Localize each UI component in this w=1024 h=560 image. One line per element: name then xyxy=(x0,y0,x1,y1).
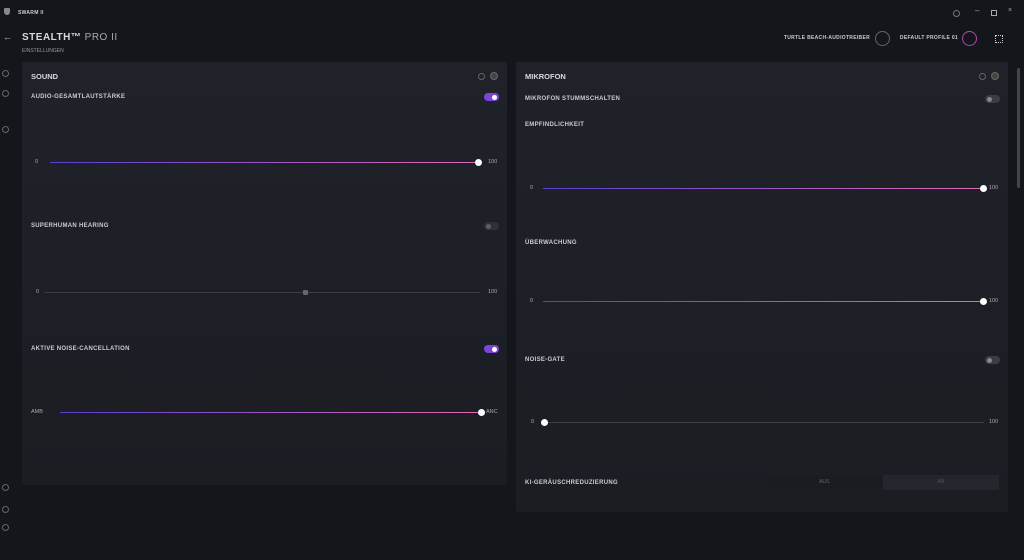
slider-min-label: 0 xyxy=(35,159,39,165)
mic-panel: MIKROFON MIKROFON STUMMSCHALTEN EMPFINDL… xyxy=(516,62,1008,512)
setting-label: EMPFINDLICHKEIT xyxy=(525,122,585,128)
reset[interactable] xyxy=(979,73,986,80)
slider-knob xyxy=(477,409,485,416)
option[interactable]: AN xyxy=(937,479,945,485)
notification[interactable] xyxy=(953,10,960,17)
option[interactable]: AUS xyxy=(766,475,883,490)
slider-max-label: 100 xyxy=(488,159,498,165)
nav-icon[interactable] xyxy=(2,484,9,491)
toggle[interactable] xyxy=(985,356,1000,364)
slider-max-label: 100 xyxy=(989,185,999,191)
setting-label: AUDIO-GESAMTLAUTSTÄRKE xyxy=(31,94,126,100)
slider-track[interactable]: 0 100 xyxy=(530,185,998,192)
reset[interactable] xyxy=(478,73,485,80)
subtitle: EINSTELLUNGEN xyxy=(22,48,64,54)
nav-icon[interactable] xyxy=(2,126,9,133)
setting-label: ÜBERWACHUNG xyxy=(525,240,577,246)
slider-track[interactable]: 0 100 xyxy=(36,289,497,295)
slider-track[interactable]: 0 100 xyxy=(530,298,998,305)
minimize[interactable]: – xyxy=(975,6,980,15)
logo xyxy=(4,8,10,15)
sound-panel: SOUND AUDIO-GESAMTLAUTSTÄRKE 0 100 SUPERH… xyxy=(22,62,507,485)
toggle[interactable] xyxy=(484,345,499,353)
slider-track[interactable]: 0 100 xyxy=(35,159,497,166)
toggle[interactable] xyxy=(484,93,499,101)
driver-icon[interactable] xyxy=(875,31,890,46)
toggle[interactable] xyxy=(484,222,499,230)
slider-fill xyxy=(60,412,481,413)
nav-icon[interactable] xyxy=(2,506,9,513)
slider-max-label: 100 xyxy=(989,298,999,304)
slider-min-label: AMB xyxy=(31,409,43,415)
nav-icon[interactable] xyxy=(2,524,9,531)
maximize[interactable] xyxy=(991,10,997,16)
grid-menu[interactable] xyxy=(995,35,1003,43)
slider-min-label: 0 xyxy=(530,185,534,191)
slider-fill xyxy=(50,162,478,163)
slider-max-label: ANC xyxy=(486,409,498,415)
slider-knob xyxy=(303,290,309,295)
device: STEALTH™ xyxy=(22,32,82,43)
scrollbar[interactable] xyxy=(1017,68,1020,188)
slider-knob xyxy=(474,159,482,166)
panel-title: SOUND xyxy=(31,72,59,81)
setting-label: SUPERHUMAN HEARING xyxy=(31,223,109,229)
slider-knob xyxy=(540,419,548,426)
sidebar xyxy=(0,66,10,536)
slider-max-label: 100 xyxy=(488,289,498,295)
help[interactable] xyxy=(490,72,498,80)
setting-label: MIKROFON STUMMSCHALTEN xyxy=(525,96,621,102)
nav-icon[interactable] xyxy=(2,70,9,77)
segmented-control: AUS AN xyxy=(766,475,999,490)
toggle[interactable] xyxy=(985,95,1000,103)
slider-track[interactable]: AMB ANC xyxy=(31,409,498,416)
driver: TURTLE BEACH-AUDIOTREIBER xyxy=(783,35,870,41)
slider-fill xyxy=(44,292,306,293)
help[interactable] xyxy=(991,72,999,80)
setting-label: KI-GERÄUSCHREDUZIERUNG xyxy=(525,480,618,486)
setting-label: AKTIVE NOISE-CANCELLATION xyxy=(31,346,130,352)
close[interactable]: × xyxy=(1008,7,1013,14)
slider-fill xyxy=(543,301,983,302)
profile: DEFAULT PROFILE 01 xyxy=(899,35,958,41)
app-name: SWARM II xyxy=(18,10,44,16)
panel-title: MIKROFON xyxy=(525,72,566,81)
slider-knob xyxy=(979,185,987,192)
back[interactable]: ← xyxy=(3,32,12,42)
slider-track[interactable]: 0 100 xyxy=(531,419,998,426)
device-name: STEALTH™ PRO II xyxy=(22,32,118,43)
slider-max-label: 100 xyxy=(989,419,999,425)
slider-min-label: 0 xyxy=(36,289,40,295)
nav-icon[interactable] xyxy=(2,90,9,97)
slider-min-label: 0 xyxy=(530,298,534,304)
slider-min-label: 0 xyxy=(531,419,535,425)
model: PRO II xyxy=(84,32,118,43)
profile-icon[interactable] xyxy=(962,31,977,46)
slider-knob xyxy=(979,298,987,305)
setting-label: NOISE-GATE xyxy=(525,357,565,363)
slider-fill xyxy=(543,188,983,189)
